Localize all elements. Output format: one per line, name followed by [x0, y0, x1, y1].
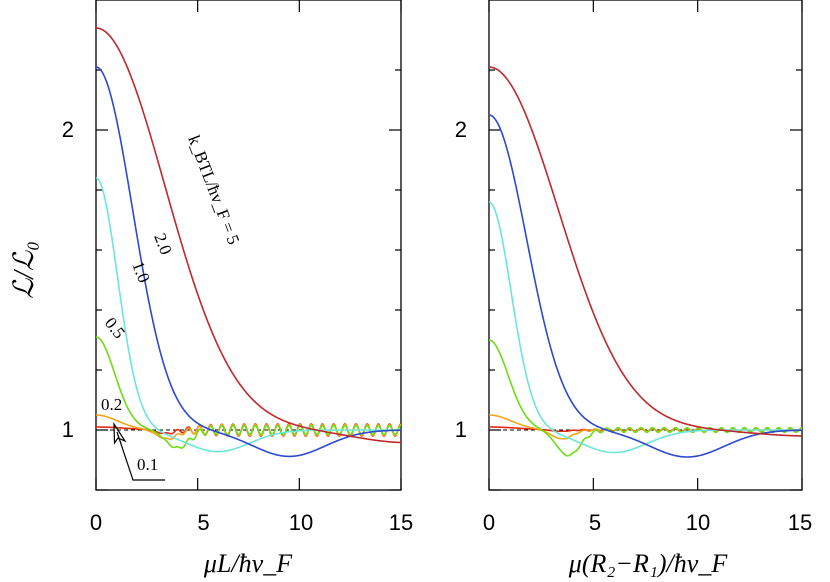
- right-x-tick-label: 15: [788, 510, 812, 535]
- curve-label-02: 0.2: [101, 395, 122, 414]
- left-x-tick-label: 10: [289, 510, 313, 535]
- right-x-tick-label: 0: [483, 510, 495, 535]
- left-x-tick-label: 15: [389, 510, 413, 535]
- left-series-line-0_5: [96, 336, 401, 449]
- right-series-line-1_0: [489, 201, 802, 454]
- right-y-tick-label: 1: [455, 417, 467, 442]
- y-axis-label: ℒ/ℒ₀: [9, 241, 40, 299]
- curve-label-05: 0.5: [101, 314, 129, 342]
- arrow-head-icon: [113, 421, 127, 445]
- left-ticks: [95, 0, 402, 491]
- left-y-tick-label: 2: [62, 117, 74, 142]
- curve-label-2: 2.0: [150, 231, 175, 258]
- curve-label-1: 1.0: [128, 259, 153, 286]
- arrow-line: [116, 431, 165, 481]
- kbt-prefix: k_BTL/ħv_F =: [184, 133, 240, 240]
- left-series-line-5: [96, 27, 401, 444]
- left-y-tick-label: 1: [62, 417, 74, 442]
- left-curves: [96, 27, 401, 458]
- left-series-line-1_0: [96, 177, 401, 453]
- right-panel: 0 5 10 15 1 2 μ(R₂−R₁)/ħv_F: [455, 0, 812, 578]
- kbt-annotation: k_BTL/ħv_F = 5: [184, 133, 243, 248]
- right-plot-frame: [488, 0, 803, 491]
- right-ticks: [488, 0, 803, 491]
- right-x-axis-label: μ(R₂−R₁)/ħv_F: [568, 549, 729, 578]
- left-panel: 0 5 10 15 1 2 μL/ħv_F ℒ/ℒ₀ k_BTL/ħv_F = …: [9, 0, 413, 578]
- right-curves: [489, 66, 802, 458]
- left-x-axis-label: μL/ħv_F: [203, 549, 293, 578]
- curve-label-01: 0.1: [137, 455, 158, 474]
- left-x-tick-label: 0: [90, 510, 102, 535]
- right-y-tick-label: 2: [455, 117, 467, 142]
- right-series-line-2_0: [489, 114, 802, 458]
- left-x-tick-label: 5: [197, 510, 209, 535]
- right-series-line-0_5: [489, 339, 802, 457]
- right-x-tick-label: 10: [686, 510, 710, 535]
- right-series-line-5: [489, 66, 802, 437]
- left-plot-frame: [95, 0, 402, 491]
- right-x-tick-label: 5: [589, 510, 601, 535]
